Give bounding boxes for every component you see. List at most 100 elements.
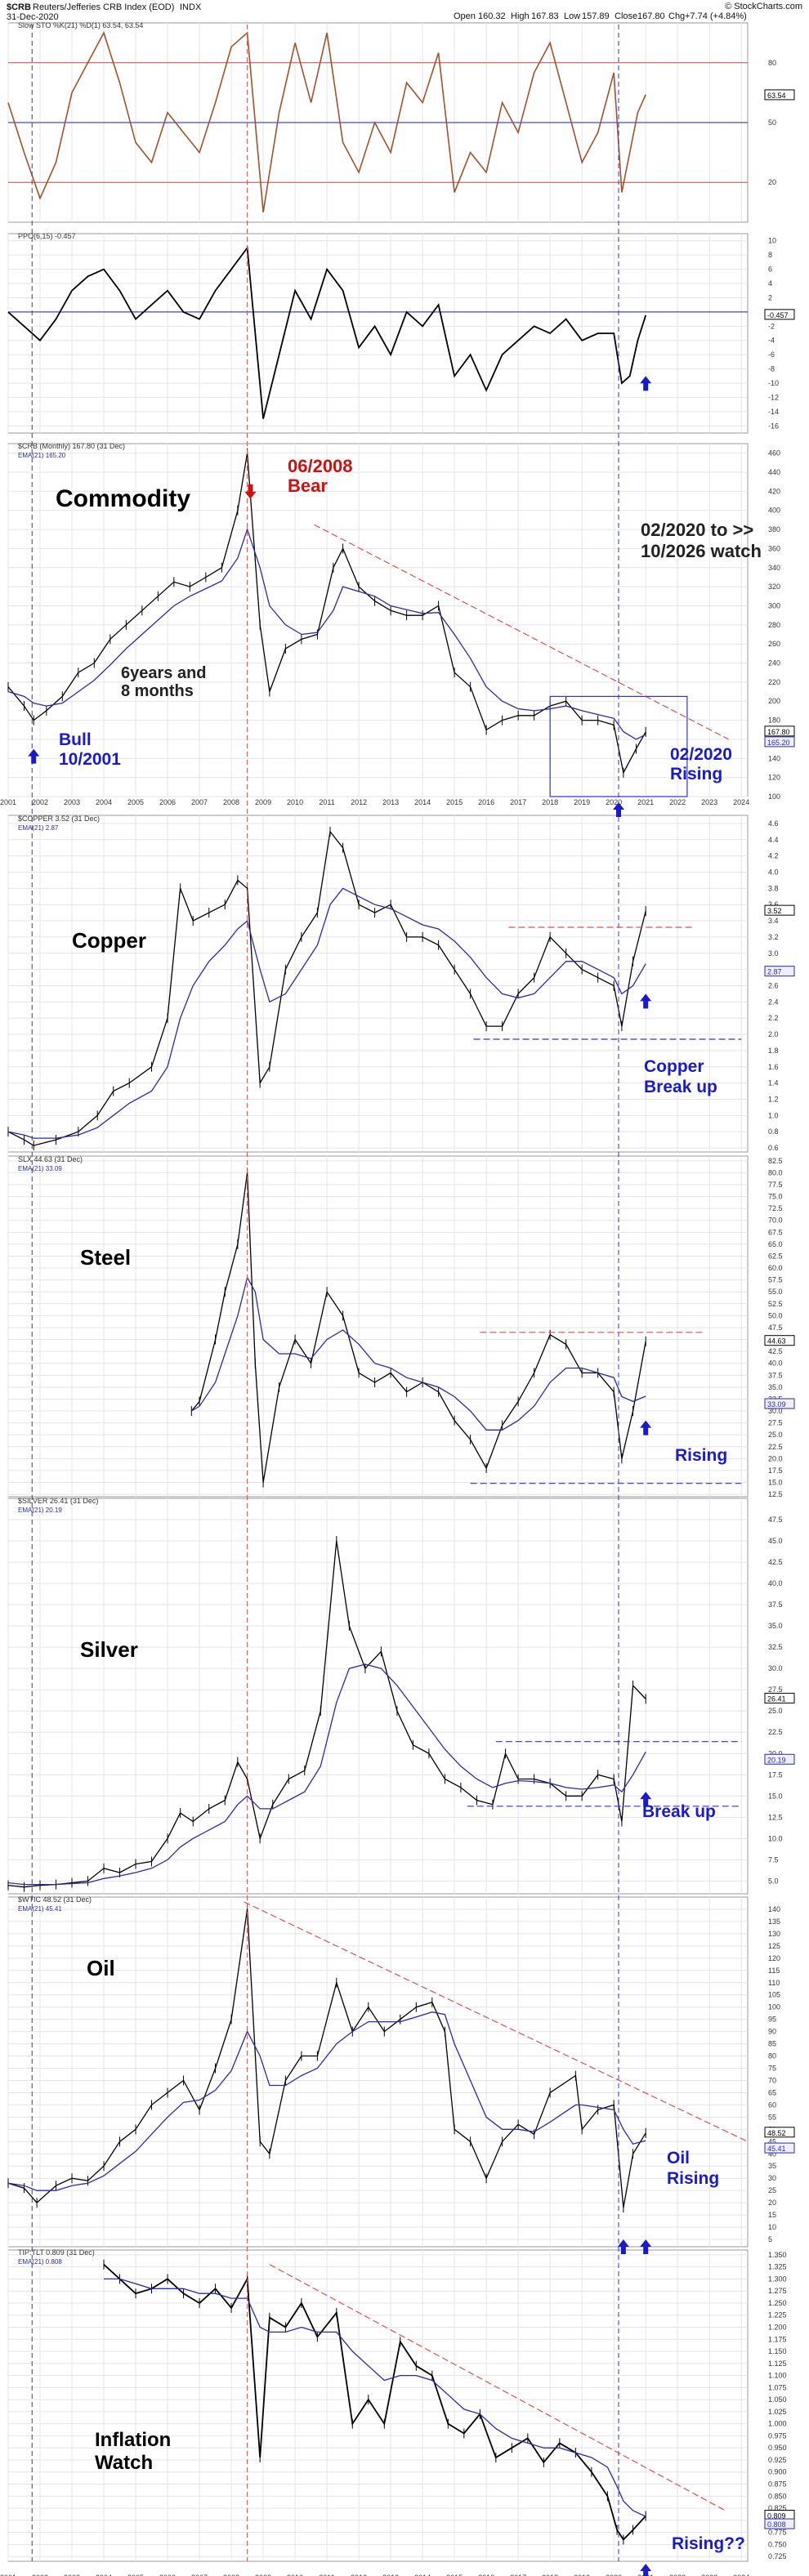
value-tag-text: 0.809: [767, 2511, 786, 2520]
y-tick-label: 1.275: [768, 2287, 787, 2295]
y-tick-label: 6: [768, 266, 772, 274]
annotation-line: 10/2001: [59, 750, 121, 769]
x-tick-label: 2006: [159, 798, 176, 806]
y-tick-label: 380: [768, 525, 780, 534]
x-tick-label: 2016: [478, 2574, 494, 2576]
y-tick-label: 1.000: [768, 2420, 787, 2428]
y-tick-label: 37.5: [768, 1371, 783, 1379]
y-tick-label: 62.5: [768, 1252, 783, 1260]
bull-up-arrow: [28, 748, 40, 764]
y-tick-label: 15.0: [768, 1792, 783, 1800]
low-label: Low: [564, 11, 580, 21]
y-tick-label: 2.2: [768, 1014, 779, 1022]
y-tick-label: 1.4: [768, 1079, 779, 1087]
value-tag-box: [764, 2127, 795, 2138]
tip-title: Inflation Watch: [95, 2429, 171, 2474]
y-tick-label: 67.5: [768, 1228, 783, 1236]
y-tick-label: 0.775: [768, 2529, 787, 2537]
y-tick-label: 1.150: [768, 2347, 787, 2355]
y-tick-label: 27.5: [768, 1419, 783, 1427]
y-tick-label: 70: [768, 2076, 776, 2084]
y-tick-label: 1.8: [768, 1047, 779, 1055]
stoch-legend: Slow STO %K(21) %D(1) 63.54, 63.54: [18, 21, 143, 29]
crb-ema-legend: EMA(21) 165.20: [18, 452, 66, 459]
y-tick-label: 3.2: [768, 933, 779, 941]
y-tick-label: 52.5: [768, 1300, 783, 1308]
x-tick-label: 2015: [446, 798, 463, 806]
y-tick-label: 7.5: [768, 1855, 779, 1864]
crb-up-arrow: [613, 802, 625, 818]
x-tick-label: 2008: [223, 798, 239, 806]
y-tick-label: 4.4: [768, 836, 779, 844]
y-tick-label: 140: [768, 754, 780, 762]
y-tick-label: 10.0: [768, 1834, 783, 1842]
value-tag-text: 45.41: [767, 2145, 786, 2153]
y-tick-label: 95: [768, 2016, 776, 2024]
tip-rising-annotation: Rising??: [672, 2534, 745, 2553]
annotation-line: 10/2026 watch: [641, 541, 762, 561]
y-tick-label: 25.0: [768, 1431, 783, 1439]
x-tick-label: 2020: [606, 2574, 622, 2576]
stoch-line: [7, 31, 646, 212]
y-tick-label: 30: [768, 2174, 776, 2182]
y-tick-label: 8: [768, 251, 772, 259]
y-tick-label: 0.6: [768, 1144, 779, 1152]
y-tick-label: -16: [768, 422, 779, 430]
tip-ema-line: [104, 2278, 646, 2517]
y-tick-label: 70.0: [768, 1217, 783, 1225]
y-tick-label: 1.250: [768, 2299, 787, 2307]
value-tag-text: 167.80: [767, 728, 790, 736]
y-tick-label: 420: [768, 487, 780, 495]
crb-rising-annotation: 02/2020 Rising: [670, 745, 732, 784]
y-tick-label: 20.0: [768, 1454, 783, 1462]
x-tick-label: 2024: [733, 798, 749, 806]
x-tick-label: 2006: [159, 2574, 176, 2576]
x-tick-label: 2004: [96, 2574, 112, 2576]
value-tag-box: [764, 2142, 795, 2154]
y-tick-label: 27.5: [768, 1685, 783, 1694]
y-tick-label: 140: [768, 1905, 780, 1913]
x-tick-label: 2001: [0, 2574, 16, 2576]
steel-up-arrow: [640, 1420, 652, 1435]
y-tick-label: 15.0: [768, 1479, 783, 1487]
y-tick-label: 1.2: [768, 1095, 779, 1103]
silver-up-arrow: [640, 1792, 652, 1807]
y-tick-label: 17.5: [768, 1770, 783, 1779]
y-tick-label: 60.0: [768, 1264, 783, 1272]
header-date: 31-Dec-2020: [7, 12, 59, 22]
copper-break-annotation: Copper Break up: [644, 1057, 717, 1096]
copper-ema-legend: EMA(21) 2.87: [18, 824, 59, 832]
steel-legend: SLX 44.63 (31 Dec): [18, 1155, 83, 1163]
y-tick-label: 0.725: [768, 2552, 787, 2560]
x-tick-label: 2018: [542, 798, 558, 806]
x-tick-label: 2003: [64, 2574, 80, 2576]
y-tick-label: 1.125: [768, 2359, 787, 2368]
y-tick-label: 2.6: [768, 981, 779, 989]
open-label: Open: [454, 11, 476, 21]
value-tag-box: [764, 966, 795, 977]
y-tick-label: 0.750: [768, 2540, 787, 2548]
y-tick-label: 0.975: [768, 2431, 787, 2440]
y-tick-label: -4: [768, 337, 775, 345]
y-tick-label: -14: [768, 408, 779, 416]
y-tick-label: 200: [768, 697, 780, 705]
ppo-legend: PPO(6,15) -0.457: [18, 232, 76, 240]
y-tick-label: 37.5: [768, 1601, 783, 1609]
six-years-annotation: 6years and 8 months: [121, 664, 207, 700]
y-tick-label: 10: [768, 2223, 776, 2231]
x-tick-label: 2007: [191, 798, 208, 806]
x-tick-label: 2016: [478, 798, 494, 806]
oil-ema-legend: EMA(21) 45.41: [18, 1905, 62, 1913]
y-tick-label: 110: [768, 1979, 780, 1987]
crb-price-line: [7, 453, 646, 775]
high-value: 167.83: [531, 11, 559, 21]
y-tick-label: -2: [768, 322, 775, 330]
y-tick-label: 77.5: [768, 1181, 783, 1189]
y-tick-label: 40.0: [768, 1359, 783, 1368]
header-symbol: $CRB: [7, 2, 31, 12]
chart-header: $CRB Reuters/Jefferies CRB Index (EOD) I…: [7, 2, 802, 22]
copper-ema-line: [7, 887, 646, 1139]
annotation-line: Watch: [95, 2452, 153, 2474]
low-value: 157.89: [582, 11, 610, 21]
y-tick-label: 45.0: [768, 1537, 783, 1545]
